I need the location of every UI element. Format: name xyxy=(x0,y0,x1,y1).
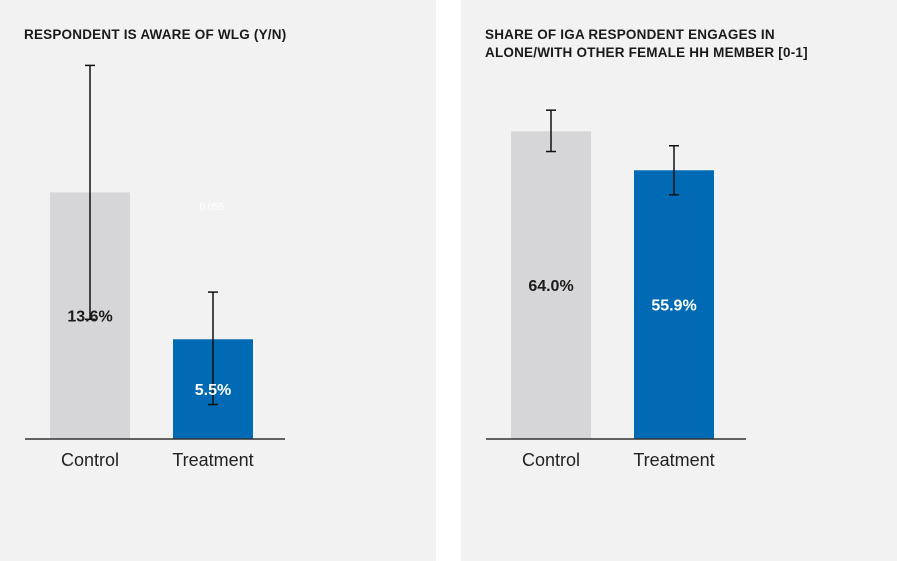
bar-chart: 13.6% Control 5.5% Treatment 0.055 xyxy=(25,64,285,470)
bar-chart: 64.0% Control 55.9% Treatment xyxy=(486,109,746,470)
chart-title: RESPONDENT IS AWARE OF WLG (Y/N) xyxy=(24,27,287,42)
x-tick-label: Treatment xyxy=(172,450,253,470)
x-tick-label: Treatment xyxy=(633,450,714,470)
x-tick-label: Control xyxy=(61,450,119,470)
annotation-label: 0.055 xyxy=(199,202,224,213)
chart-panel-left: RESPONDENT IS AWARE OF WLG (Y/N) 13.6% Co… xyxy=(0,0,436,561)
data-label: 13.6% xyxy=(67,309,112,326)
data-label: 64.0% xyxy=(528,278,573,295)
chart-panel-right: SHARE OF IGA RESPONDENT ENGAGES IN ALONE… xyxy=(461,0,897,561)
bar-control xyxy=(511,131,591,440)
x-tick-label: Control xyxy=(522,450,580,470)
chart-title: SHARE OF IGA RESPONDENT ENGAGES IN ALONE… xyxy=(485,27,808,60)
data-label: 5.5% xyxy=(195,382,231,399)
bar-treatment xyxy=(634,170,714,439)
data-label: 55.9% xyxy=(651,298,696,315)
